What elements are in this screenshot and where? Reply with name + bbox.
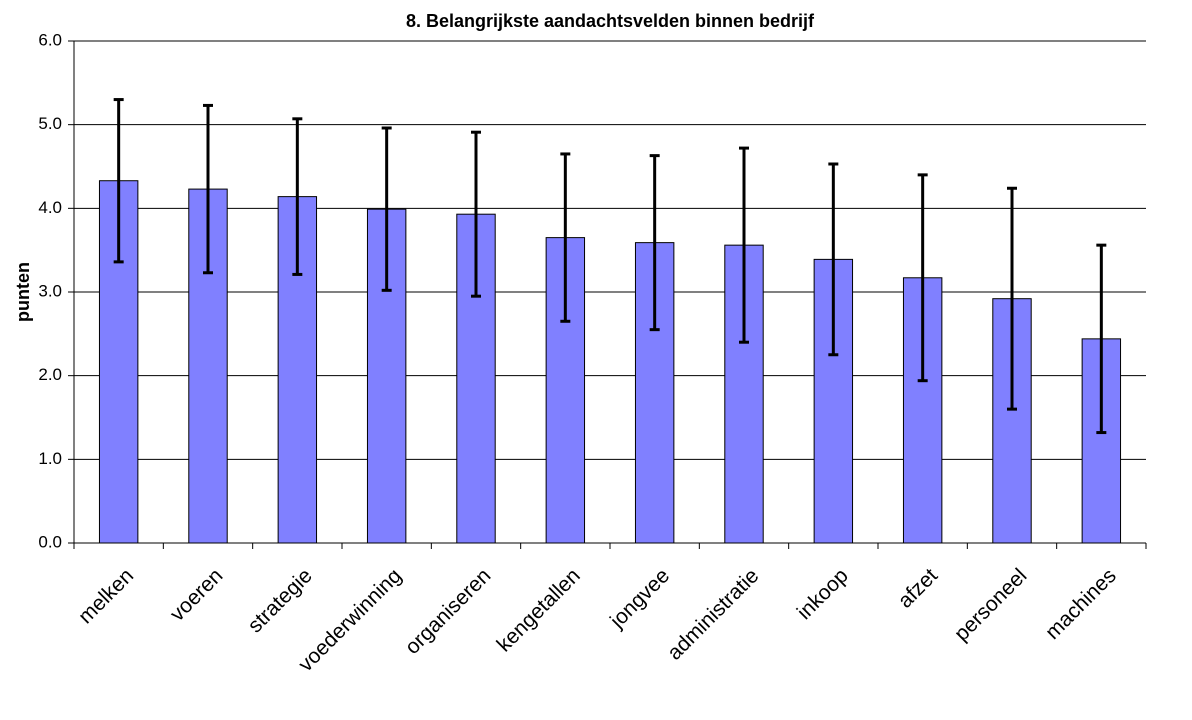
x-tick-label: melken (74, 564, 138, 628)
x-tick-label: machines (1041, 564, 1121, 644)
x-tick-label: administratie (663, 564, 763, 664)
y-tick-label: 0.0 (38, 532, 62, 551)
error-bar (113, 98, 124, 264)
y-axis-label: punten (13, 262, 33, 322)
error-bar (1096, 243, 1107, 435)
error-bar (649, 154, 660, 332)
error-bar (917, 173, 928, 383)
x-tick-label: jongvee (605, 564, 674, 633)
error-bar (560, 152, 571, 323)
y-tick-label: 5.0 (38, 114, 62, 133)
x-tick-label: voeren (166, 564, 228, 626)
y-tick-label: 1.0 (38, 449, 62, 468)
y-tick-label: 3.0 (38, 281, 62, 300)
y-tick-label: 6.0 (38, 30, 62, 49)
x-tick-label: strategie (244, 564, 317, 637)
x-tick-label: afzet (894, 564, 943, 613)
chart-title: 8. Belangrijkste aandachtsvelden binnen … (406, 11, 815, 31)
error-bar (739, 146, 749, 344)
y-tick-label: 4.0 (38, 198, 62, 217)
error-bar (292, 117, 303, 276)
error-bar (203, 103, 213, 275)
x-tick-label: organiseren (401, 564, 496, 659)
x-tick-label: inkoop (793, 564, 853, 624)
x-tick-label: personeel (950, 564, 1031, 645)
x-tick-label: kengetallen (493, 564, 585, 656)
error-bar (381, 126, 392, 292)
error-bar (1007, 186, 1017, 411)
error-bar (828, 162, 839, 357)
y-tick-label: 2.0 (38, 365, 62, 384)
error-bar (471, 130, 481, 298)
